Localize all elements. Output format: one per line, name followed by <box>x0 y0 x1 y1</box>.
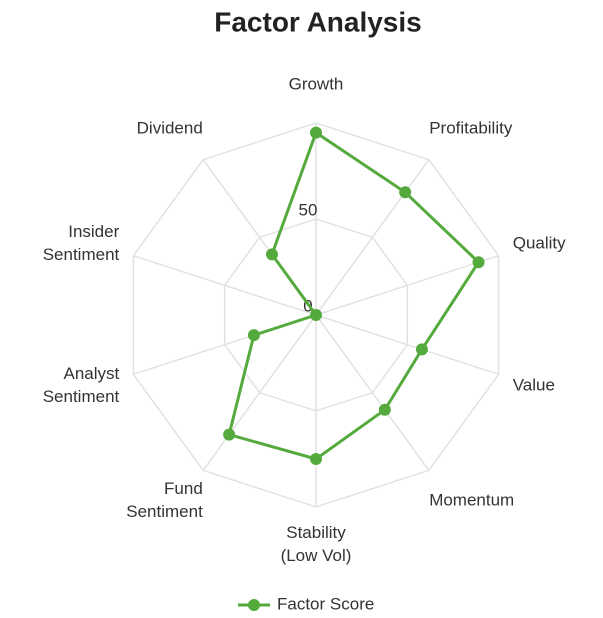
axis-label: Growth <box>289 74 344 93</box>
spoke <box>315 314 430 471</box>
chart-title: Factor Analysis <box>214 6 421 37</box>
point <box>223 428 236 441</box>
point <box>265 248 278 261</box>
axis-label: Momentum <box>429 491 514 510</box>
point <box>415 343 428 356</box>
axis-label: Analyst <box>64 364 120 383</box>
axis-label: (Low Vol) <box>281 546 352 565</box>
point <box>310 126 322 139</box>
spoke <box>315 314 499 376</box>
spoke <box>315 254 499 316</box>
point <box>310 309 322 321</box>
point <box>472 256 485 269</box>
axis-label: Sentiment <box>43 245 120 264</box>
point <box>247 329 260 342</box>
point <box>378 403 391 416</box>
axis-label: Sentiment <box>43 387 120 406</box>
axis-label: Insider <box>68 222 119 241</box>
r-tick-label: 50 <box>299 200 318 219</box>
axis-label: Dividend <box>137 118 203 137</box>
spoke <box>315 159 430 316</box>
axis-label: Quality <box>513 233 566 252</box>
legend-marker <box>248 599 260 611</box>
axis-label: Sentiment <box>126 502 203 521</box>
spoke <box>133 254 317 316</box>
legend-label: Factor Score <box>277 594 374 613</box>
axis-label: Fund <box>164 479 203 498</box>
axis-label: Profitability <box>429 118 513 137</box>
point <box>399 186 412 199</box>
axis-label: Value <box>513 376 555 395</box>
series-line <box>227 130 481 461</box>
point <box>310 453 322 465</box>
spoke <box>202 314 317 471</box>
axis-label: Stability <box>286 523 346 542</box>
